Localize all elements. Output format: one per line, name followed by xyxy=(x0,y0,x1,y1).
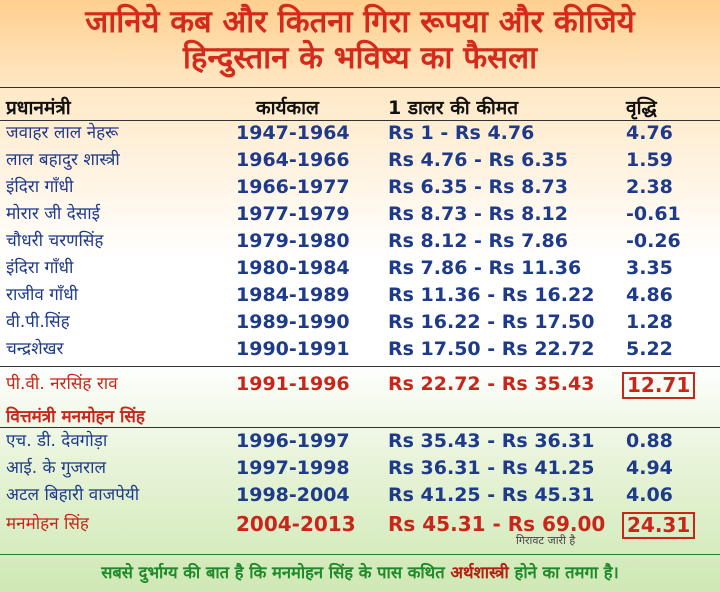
dollar-rate: Rs 11.36 - Rs 16.22 xyxy=(388,284,595,306)
increase: -0.61 xyxy=(626,203,681,225)
increase: 1.59 xyxy=(626,149,673,171)
pm-name: मनमोहन सिंह xyxy=(6,514,89,534)
header-name: प्रधानमंत्री xyxy=(6,97,71,119)
increase: 1.28 xyxy=(626,311,673,333)
increase: 3.35 xyxy=(626,257,673,279)
increase: 4.94 xyxy=(626,457,673,479)
term: 2004-2013 xyxy=(236,512,356,536)
term: 1997-1998 xyxy=(236,457,350,479)
dollar-rate: Rs 8.12 - Rs 7.86 xyxy=(388,230,568,252)
pm-name: आई. के गुजराल xyxy=(6,458,107,478)
increase-boxed: 12.71 xyxy=(622,372,696,399)
term: 1947-1964 xyxy=(236,122,350,144)
dollar-rate: Rs 36.31 - Rs 41.25 xyxy=(388,457,595,479)
header-gain: वृद्धि xyxy=(626,97,657,119)
table-row-highlight: पी.वी. नरसिंह राव 1991-1996 Rs 22.72 - R… xyxy=(0,371,720,399)
pm-name: चौधरी चरणसिंह xyxy=(6,231,104,251)
dollar-rate: Rs 16.22 - Rs 17.50 xyxy=(388,311,595,333)
header-term: कार्यकाल xyxy=(256,97,319,119)
term: 1964-1966 xyxy=(236,149,350,171)
dollar-rate: Rs 6.35 - Rs 8.73 xyxy=(388,176,568,198)
table-row-highlight: मनमोहन सिंह 2004-2013 Rs 45.31 - Rs 69.0… xyxy=(0,511,720,539)
table-row: एच. डी. देवगोड़ा 1996-1997 Rs 35.43 - Rs… xyxy=(0,428,720,455)
footer-text: सबसे दुर्भाग्य की बात है कि मनमोहन सिंह … xyxy=(0,560,720,583)
increase: 2.38 xyxy=(626,176,673,198)
footer-before: सबसे दुर्भाग्य की बात है कि मनमोहन सिंह … xyxy=(101,563,451,582)
table-row: इंदिरा गाँधी 1980-1984 Rs 7.86 - Rs 11.3… xyxy=(0,255,720,282)
dollar-rate: Rs 1 - Rs 4.76 xyxy=(388,122,535,144)
table-row: लाल बहादुर शास्त्री 1964-1966 Rs 4.76 - … xyxy=(0,147,720,174)
footer-after: होने का तमगा है। xyxy=(508,563,619,582)
dollar-rate: Rs 17.50 - Rs 22.72 xyxy=(388,338,595,360)
table-row: आई. के गुजराल 1997-1998 Rs 36.31 - Rs 41… xyxy=(0,455,720,482)
table-row: मोरार जी देसाई 1977-1979 Rs 8.73 - Rs 8.… xyxy=(0,201,720,228)
increase: 4.86 xyxy=(626,284,673,306)
footer-rule xyxy=(0,554,720,555)
pm-name: चन्द्रशेखर xyxy=(6,339,64,359)
table-row: अटल बिहारी वाजपेयी 1998-2004 Rs 41.25 - … xyxy=(0,482,720,509)
title-line-1: जानिये कब और कितना गिरा रूपया और कीजिये xyxy=(85,4,635,40)
pm-name: एच. डी. देवगोड़ा xyxy=(6,431,108,451)
dollar-rate: Rs 45.31 - Rs 69.00 xyxy=(388,512,606,536)
term: 1991-1996 xyxy=(236,373,350,395)
header-top-rule xyxy=(0,87,720,88)
term: 1998-2004 xyxy=(236,484,350,506)
term: 1977-1979 xyxy=(236,203,350,225)
table-row: इंदिरा गाँधी 1966-1977 Rs 6.35 - Rs 8.73… xyxy=(0,174,720,201)
pm-name: मोरार जी देसाई xyxy=(6,204,100,224)
increase-boxed: 24.31 xyxy=(622,512,696,539)
term: 1979-1980 xyxy=(236,230,350,252)
dollar-rate: Rs 8.73 - Rs 8.12 xyxy=(388,203,568,225)
table-row: राजीव गाँधी 1984-1989 Rs 11.36 - Rs 16.2… xyxy=(0,282,720,309)
table-row: चन्द्रशेखर 1990-1991 Rs 17.50 - Rs 22.72… xyxy=(0,336,720,363)
increase: 4.76 xyxy=(626,122,673,144)
term: 1984-1989 xyxy=(236,284,350,306)
dollar-rate: Rs 7.86 - Rs 11.36 xyxy=(388,257,582,279)
header-rate: 1 डालर की कीमत xyxy=(388,97,519,119)
finance-minister-note: वित्तमंत्री मनमोहन सिंह xyxy=(6,407,145,427)
footer-highlight: अर्थशास्त्री xyxy=(450,563,509,582)
pm-name: इंदिरा गाँधी xyxy=(6,258,74,278)
table-row: वी.पी.सिंह 1989-1990 Rs 16.22 - Rs 17.50… xyxy=(0,309,720,336)
term: 1996-1997 xyxy=(236,430,350,452)
pm-name: पी.वी. नरसिंह राव xyxy=(6,374,118,394)
pm-name: जवाहर लाल नेहरू xyxy=(6,123,119,143)
pm-name: वी.पी.सिंह xyxy=(6,312,70,332)
term: 1990-1991 xyxy=(236,338,350,360)
increase: -0.26 xyxy=(626,230,681,252)
dollar-rate: Rs 35.43 - Rs 36.31 xyxy=(388,430,595,452)
dollar-rate: Rs 41.25 - Rs 45.31 xyxy=(388,484,595,506)
term: 1980-1984 xyxy=(236,257,350,279)
dollar-rate: Rs 22.72 - Rs 35.43 xyxy=(388,373,595,395)
pm-name: लाल बहादुर शास्त्री xyxy=(6,150,120,170)
term: 1966-1977 xyxy=(236,176,350,198)
increase: 4.06 xyxy=(626,484,673,506)
title-line-2: हिन्दुस्तान के भविष्य का फैसला xyxy=(182,40,538,76)
pm-name: राजीव गाँधी xyxy=(6,285,79,305)
increase: 5.22 xyxy=(626,338,673,360)
pm-name: अटल बिहारी वाजपेयी xyxy=(6,485,140,505)
table-row: चौधरी चरणसिंह 1979-1980 Rs 8.12 - Rs 7.8… xyxy=(0,228,720,255)
table-row: जवाहर लाल नेहरू 1947-1964 Rs 1 - Rs 4.76… xyxy=(0,120,720,147)
highlight-top-rule xyxy=(0,366,720,367)
term: 1989-1990 xyxy=(236,311,350,333)
increase: 0.88 xyxy=(626,430,673,452)
highlight-bottom-rule xyxy=(0,427,720,428)
header-bottom-rule xyxy=(0,120,720,121)
dollar-rate: Rs 4.76 - Rs 6.35 xyxy=(388,149,568,171)
pm-name: इंदिरा गाँधी xyxy=(6,177,74,197)
falling-note: गिरावट जारी है xyxy=(516,534,576,547)
